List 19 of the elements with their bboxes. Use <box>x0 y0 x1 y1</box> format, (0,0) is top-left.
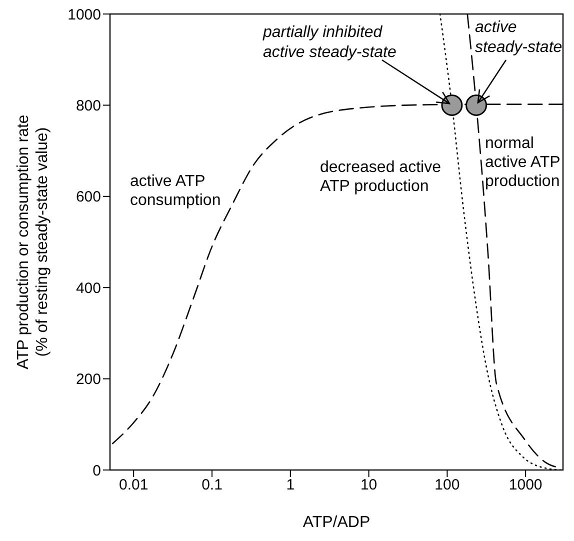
x-tick-label: 100 <box>434 476 460 494</box>
x-axis-title: ATP/ADP <box>302 514 370 531</box>
y-tick-label: 200 <box>76 371 101 388</box>
y-tick-label: 400 <box>76 280 101 297</box>
series-label: normal active ATP production <box>485 135 560 190</box>
y-tick-label: 0 <box>92 462 101 480</box>
series-label: decreased active ATP production <box>320 159 442 195</box>
x-tick-label: 0.1 <box>202 476 222 494</box>
x-tick-label: 0.01 <box>119 476 148 494</box>
x-tick-label: 1 <box>286 476 295 494</box>
annotation: active steady-state <box>475 19 562 56</box>
y-tick-label: 600 <box>76 188 101 206</box>
x-tick-label: 1000 <box>508 476 542 494</box>
x-tick-label: 10 <box>360 476 378 494</box>
y-axis-title: ATP production or consumption rate (% of resting steady-state value) <box>15 114 51 370</box>
annotation: partially inhibited active steady-state <box>262 24 396 61</box>
y-tick-label: 1000 <box>68 6 101 24</box>
series-label: active ATP consumption <box>130 173 221 209</box>
y-tick-label: 800 <box>76 98 101 115</box>
